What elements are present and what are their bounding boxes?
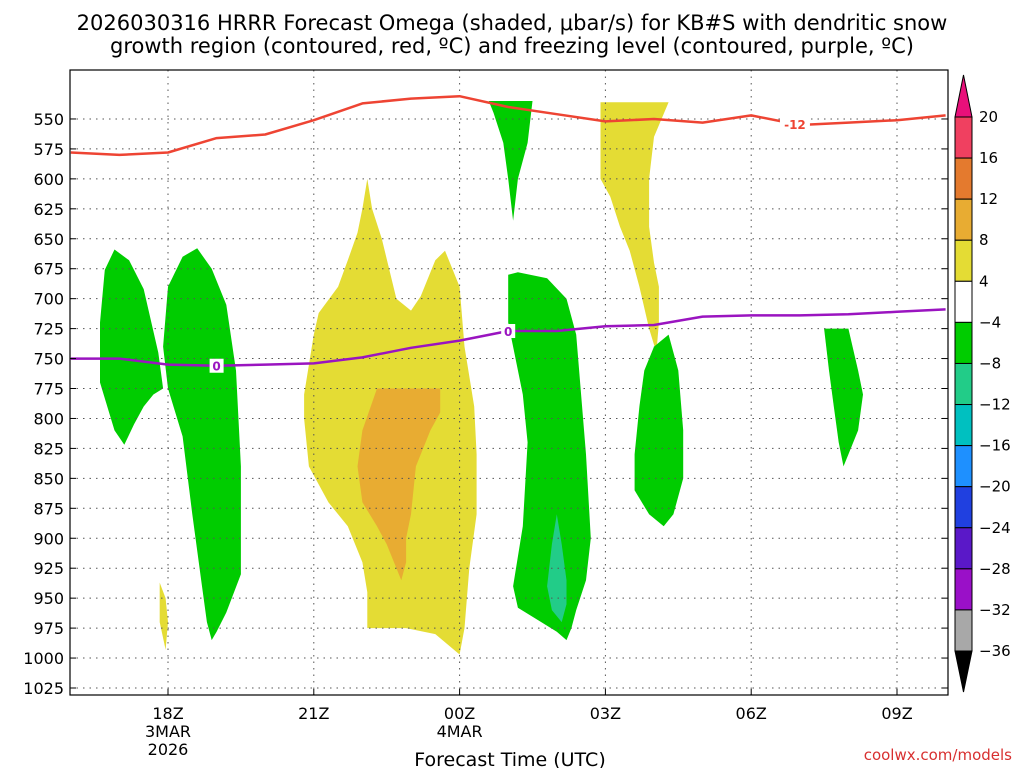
y-tick-label-725: 725 xyxy=(33,320,64,339)
contour-freezing-label-2-bg xyxy=(501,324,516,339)
omega-region-6 xyxy=(488,101,533,221)
colorbar-label-3: 12 xyxy=(979,190,998,208)
y-tick-label-800: 800 xyxy=(33,409,64,428)
x-tick-label-06Z: 06Z xyxy=(736,704,767,723)
plot-frame xyxy=(69,69,949,696)
plot-area: -12 0 0 xyxy=(70,70,948,695)
y-tick-label-650: 650 xyxy=(33,230,64,249)
colorbar-swatch-3 xyxy=(954,198,973,241)
colorbar-label-2: 16 xyxy=(979,149,998,167)
omega-region-8 xyxy=(508,272,591,641)
contour-minus12C-label: -12 xyxy=(784,118,806,132)
chart-title-line-1: 2026030316 HRRR Forecast Omega (shaded, … xyxy=(77,11,948,35)
colorbar-label-1: 20 xyxy=(979,108,998,126)
contour-freezing-label-2: 0 xyxy=(504,325,512,339)
y-tick-label-1025: 1025 xyxy=(23,679,64,698)
colorbar-swatch-9 xyxy=(954,445,973,488)
colorbar-label-9: −16 xyxy=(979,437,1011,455)
x-tick-label-03Z: 03Z xyxy=(590,704,621,723)
colorbar-swatch-7 xyxy=(954,362,973,406)
omega-region-7 xyxy=(600,102,669,353)
contour-freezing-label-1: 0 xyxy=(212,360,220,374)
omega-region-3 xyxy=(159,582,168,650)
omega-region-5 xyxy=(357,388,441,581)
colorbar-label-10: −20 xyxy=(979,478,1011,496)
y-tick-label-975: 975 xyxy=(33,619,64,638)
y-tick-label-950: 950 xyxy=(33,589,64,608)
colorbar-label-14: −36 xyxy=(979,642,1011,660)
y-tick-label-675: 675 xyxy=(33,260,64,279)
y-tick-label-600: 600 xyxy=(33,170,64,189)
x-tick-year-2026: 2026 xyxy=(148,740,189,759)
colorbar-swatch-13 xyxy=(954,609,973,652)
colorbar-label-6: −4 xyxy=(979,313,1001,331)
y-tick-label-575: 575 xyxy=(33,140,64,159)
y-tick-label-700: 700 xyxy=(33,290,64,309)
y-tick-label-900: 900 xyxy=(33,529,64,548)
colorbar-top-arrow xyxy=(954,74,973,118)
x-tick-label-21Z: 21Z xyxy=(298,704,329,723)
omega-region-10 xyxy=(634,334,684,527)
x-tick-sublabel-3MAR: 3MAR xyxy=(145,722,191,741)
omega-region-9 xyxy=(547,514,567,623)
omega-region-11 xyxy=(824,328,863,467)
plot-overlay: 550 575 600 625 650 675 700 725 750 775 800 825 850 8… xyxy=(23,69,949,759)
colorbar-swatch-6 xyxy=(954,321,973,364)
y-tick-label-1000: 1000 xyxy=(23,649,64,668)
colorbar-label-11: −24 xyxy=(979,519,1011,537)
colorbar-swatch-1 xyxy=(954,116,973,159)
y-tick-label-550: 550 xyxy=(33,110,64,129)
colorbar-swatch-12 xyxy=(954,568,973,611)
source-credit: coolwx.com/models xyxy=(864,746,1012,764)
colorbar-bottom-arrow xyxy=(954,650,973,693)
colorbar-label-8: −12 xyxy=(979,396,1011,414)
colorbar-swatch-4 xyxy=(954,239,973,282)
y-tick-label-775: 775 xyxy=(33,380,64,399)
colorbar-swatch-5 xyxy=(954,280,973,323)
y-tick-label-925: 925 xyxy=(33,559,64,578)
contour-minus12C-label-bg xyxy=(779,117,810,132)
chart-title-line-2: growth region (contoured, red, ºC) and f… xyxy=(110,34,914,58)
omega-region-2 xyxy=(163,248,241,641)
x-tick-sublabel-4MAR: 4MAR xyxy=(437,722,483,741)
y-tick-label-625: 625 xyxy=(33,200,64,219)
colorbar-swatch-10 xyxy=(954,486,973,529)
colorbar-swatch-8 xyxy=(954,404,973,447)
colorbar-label-7: −8 xyxy=(979,354,1001,372)
contour-freezing-label-1-bg xyxy=(209,358,224,373)
y-tick-label-825: 825 xyxy=(33,439,64,458)
x-tick-label-18Z: 18Z xyxy=(152,704,183,723)
x-axis-label: Forecast Time (UTC) xyxy=(414,749,605,768)
omega-colorbar: 20 16 12 8 4 −4 −8 −12 −16 −20 −24 −28 −32 −36 xyxy=(954,74,1011,693)
colorbar-label-5: 4 xyxy=(979,272,989,290)
plot-content: -12 0 0 xyxy=(70,70,948,695)
y-tick-label-850: 850 xyxy=(33,469,64,488)
x-tick-label-09Z: 09Z xyxy=(881,704,912,723)
y-tick-label-875: 875 xyxy=(33,499,64,518)
colorbar-swatch-11 xyxy=(954,527,973,570)
x-tick-label-00Z: 00Z xyxy=(444,704,475,723)
y-tick-label-750: 750 xyxy=(33,350,64,369)
colorbar-swatch-2 xyxy=(954,157,973,200)
colorbar-label-4: 8 xyxy=(979,231,989,249)
colorbar-label-12: −28 xyxy=(979,560,1011,578)
colorbar-label-13: −32 xyxy=(979,601,1011,619)
